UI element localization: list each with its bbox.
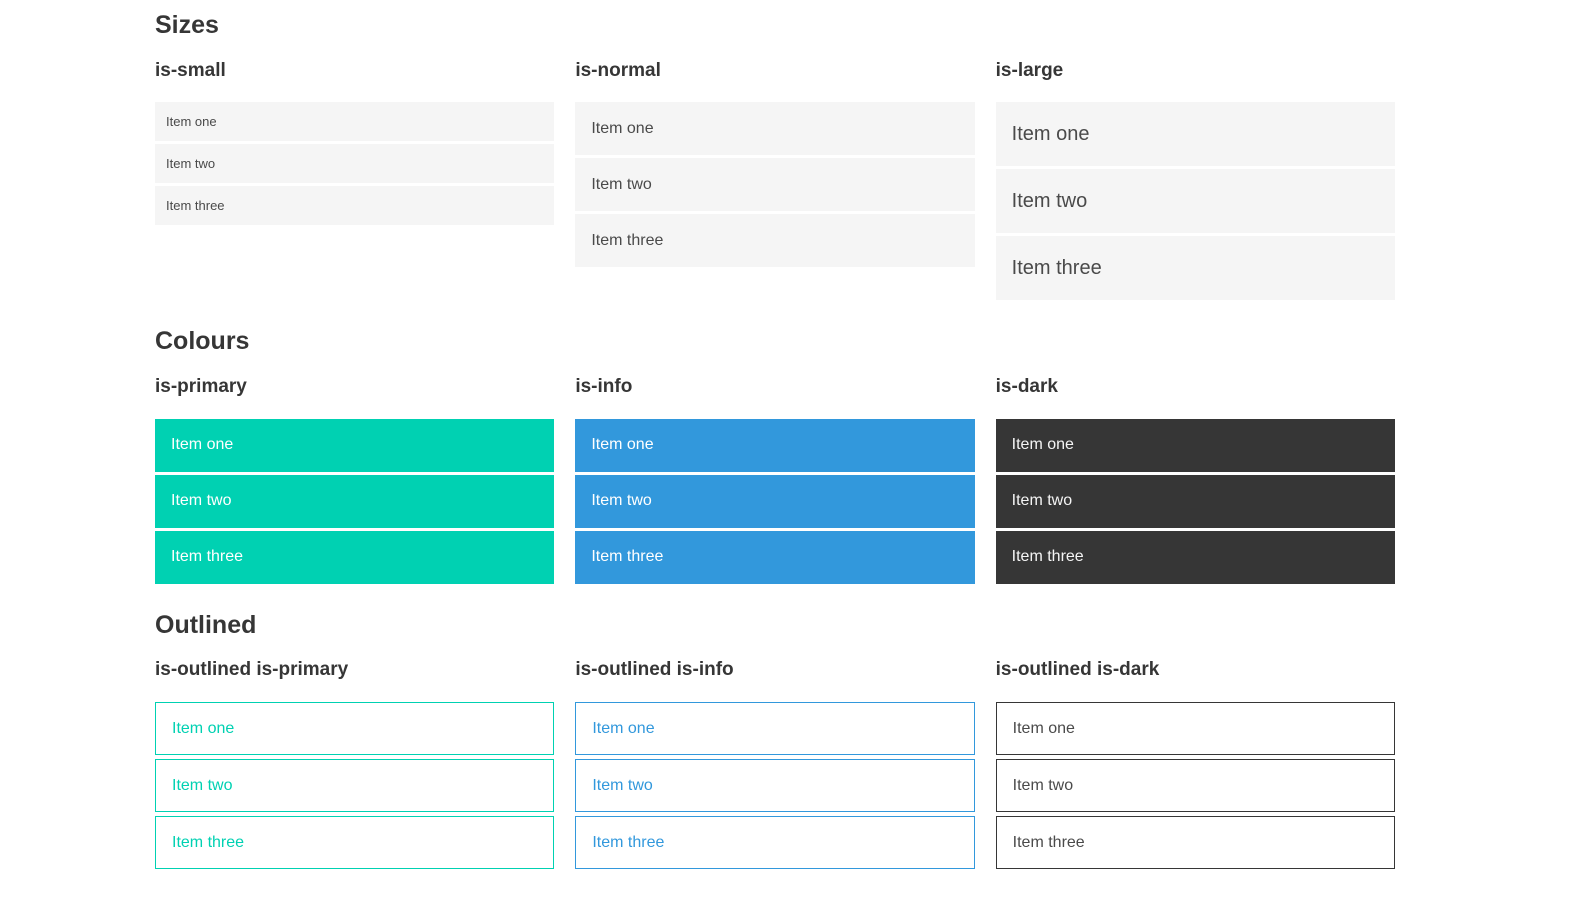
list-item[interactable]: Item three: [575, 816, 975, 870]
colours-grid: is-primary Item one Item two Item three …: [155, 375, 1395, 587]
section-title: Sizes: [155, 11, 219, 39]
group-is-outlined-is-info: is-outlined is-info Item one Item two It…: [575, 659, 975, 873]
list-item[interactable]: Item three: [155, 816, 555, 870]
section-title: Colours: [155, 327, 250, 356]
list-item[interactable]: Item two: [575, 759, 975, 813]
list-item[interactable]: Item one: [575, 418, 975, 472]
list-is-outlined-is-primary: Item one Item two Item three: [155, 702, 555, 870]
list-item[interactable]: Item three: [995, 816, 1395, 870]
group-label: is-normal: [575, 59, 661, 81]
group-is-small: is-small Item one Item two Item three: [155, 59, 555, 304]
section-outlined: Outlined is-outlined is-primary Item one…: [155, 610, 1395, 873]
group-is-dark: is-dark Item one Item two Item three: [995, 375, 1395, 587]
group-is-large: is-large Item one Item two Item three: [995, 59, 1395, 304]
list-is-primary: Item one Item two Item three: [155, 418, 555, 584]
list-item[interactable]: Item three: [575, 530, 975, 584]
list-item[interactable]: Item one: [995, 102, 1395, 167]
list-item[interactable]: Item two: [995, 169, 1395, 234]
group-is-primary: is-primary Item one Item two Item three: [155, 375, 555, 587]
list-item[interactable]: Item three: [155, 186, 555, 226]
group-label: is-info: [575, 375, 633, 397]
list-item[interactable]: Item two: [575, 474, 975, 528]
list-item[interactable]: Item two: [575, 158, 975, 212]
list-item[interactable]: Item one: [155, 102, 555, 142]
list-item[interactable]: Item one: [155, 702, 555, 756]
list-item[interactable]: Item two: [155, 759, 555, 813]
list-item[interactable]: Item three: [155, 530, 555, 584]
group-label: is-outlined is-dark: [995, 659, 1160, 681]
group-is-info: is-info Item one Item two Item three: [575, 375, 975, 587]
outlined-grid: is-outlined is-primary Item one Item two…: [155, 659, 1395, 873]
group-is-outlined-is-dark: is-outlined is-dark Item one Item two It…: [995, 659, 1395, 873]
list-is-large: Item one Item two Item three: [995, 102, 1395, 301]
list-item[interactable]: Item two: [155, 144, 555, 184]
list-item[interactable]: Item two: [155, 474, 555, 528]
group-label: is-dark: [995, 375, 1058, 397]
section-sizes: Sizes is-small Item one Item two Item th…: [155, 11, 1395, 304]
group-is-normal: is-normal Item one Item two Item three: [575, 59, 975, 304]
sizes-grid: is-small Item one Item two Item three is…: [155, 59, 1395, 304]
list-item[interactable]: Item three: [995, 530, 1395, 584]
section-title: Outlined: [155, 610, 257, 639]
list-is-dark: Item one Item two Item three: [995, 418, 1395, 584]
list-item[interactable]: Item one: [995, 418, 1395, 472]
group-label: is-outlined is-info: [575, 659, 734, 681]
list-item[interactable]: Item three: [995, 236, 1395, 301]
group-label: is-primary: [155, 375, 247, 397]
list-item[interactable]: Item one: [995, 702, 1395, 756]
list-is-info: Item one Item two Item three: [575, 418, 975, 584]
list-item[interactable]: Item one: [575, 702, 975, 756]
list-component-demo-page: Sizes is-small Item one Item two Item th…: [155, 0, 1395, 873]
list-is-small: Item one Item two Item three: [155, 102, 555, 226]
list-item[interactable]: Item one: [155, 418, 555, 472]
list-item[interactable]: Item two: [995, 759, 1395, 813]
list-is-outlined-is-info: Item one Item two Item three: [575, 702, 975, 870]
group-is-outlined-is-primary: is-outlined is-primary Item one Item two…: [155, 659, 555, 873]
section-colours: Colours is-primary Item one Item two Ite…: [155, 328, 1395, 586]
group-label: is-outlined is-primary: [155, 659, 349, 681]
list-item[interactable]: Item one: [575, 102, 975, 156]
group-label: is-large: [995, 59, 1064, 81]
list-item[interactable]: Item two: [995, 474, 1395, 528]
list-is-outlined-is-dark: Item one Item two Item three: [995, 702, 1395, 870]
list-item[interactable]: Item three: [575, 214, 975, 268]
group-label: is-small: [155, 59, 226, 81]
list-is-normal: Item one Item two Item three: [575, 102, 975, 268]
